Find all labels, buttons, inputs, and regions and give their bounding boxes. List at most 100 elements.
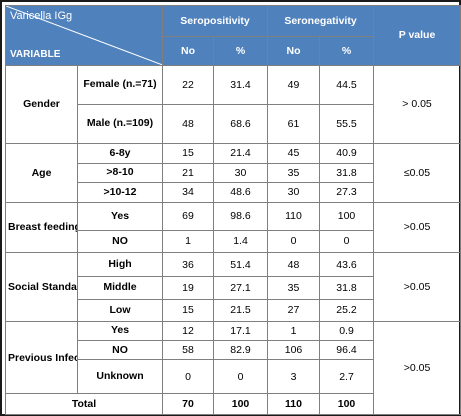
neg-no-cell: 61 <box>267 103 320 145</box>
header-corner: Varicella IGg VARIABLE <box>5 5 163 66</box>
row-label: >8-10 <box>77 162 163 184</box>
pos-pct-cell: 51.4 <box>213 252 268 277</box>
pos-no-cell: 1 <box>162 229 214 254</box>
pos-pct-cell: 48.6 <box>213 182 268 203</box>
seropositivity-header: Seropositivity <box>162 5 268 37</box>
neg-no-cell: 3 <box>267 359 320 395</box>
age-label: Age <box>5 143 78 203</box>
pos-no-cell: 34 <box>162 182 214 203</box>
table-row: Breast feeding Yes 69 98.6 110 100 >0.05 <box>5 201 461 254</box>
pos-no-cell: 19 <box>162 275 214 300</box>
table-row: Gender Female (n.=71) 22 31.4 49 44.5 > … <box>5 64 461 145</box>
pos-pct-header: % <box>213 35 268 66</box>
age-p-value: ≤0.05 <box>373 143 461 203</box>
neg-pct-cell: 0.9 <box>318 321 375 341</box>
row-label: Female (n.=71) <box>77 64 163 105</box>
total-label: Total <box>5 393 163 415</box>
table-row: NO 1 1.4 0 0 <box>6 229 461 254</box>
neg-no-cell: 106 <box>267 339 320 361</box>
row-label: NO <box>77 229 163 254</box>
pos-pct-cell: 68.6 <box>213 103 268 145</box>
breast-feeding-label: Breast feeding <box>5 201 78 254</box>
p-value-header: P value <box>373 5 461 66</box>
pos-pct-cell: 17.1 <box>213 321 268 341</box>
neg-pct-cell: 96.4 <box>318 339 375 361</box>
row-label: >10-12 <box>77 182 163 203</box>
row-label: High <box>77 252 163 277</box>
pos-no-cell: 36 <box>162 252 214 277</box>
pos-no-cell: 0 <box>162 359 214 395</box>
pos-pct-cell: 31.4 <box>213 64 268 105</box>
neg-no-cell: 48 <box>267 252 320 277</box>
neg-no-cell: 27 <box>267 298 320 323</box>
neg-pct-cell: 40.9 <box>318 143 375 164</box>
corner-bottom-label: VARIABLE <box>10 48 61 60</box>
previous-infection-p-value: >0.05 <box>373 321 461 415</box>
pos-pct-cell: 27.1 <box>213 275 268 300</box>
pos-pct-cell: 0 <box>213 359 268 395</box>
row-label: Yes <box>77 201 163 231</box>
pos-no-header: No <box>162 35 214 66</box>
pos-pct-cell: 98.6 <box>213 201 268 231</box>
pos-no-cell: 12 <box>162 321 214 341</box>
table-row: Male (n.=109) 48 68.6 61 55.5 <box>6 103 461 145</box>
neg-no-cell: 110 <box>267 201 320 231</box>
row-label: NO <box>77 339 163 361</box>
total-row: Total 70 100 110 100 <box>5 393 461 415</box>
neg-pct-cell: 44.5 <box>318 64 375 105</box>
neg-no-header: No <box>267 35 320 66</box>
pos-no-cell: 69 <box>162 201 214 231</box>
neg-pct-cell: 0 <box>318 229 375 254</box>
corner-diagonal <box>6 6 162 65</box>
row-label: Yes <box>77 321 163 341</box>
table-row: Age 6-8y 15 21.4 45 40.9 ≤0.05 <box>5 143 461 203</box>
table-row: Low 15 21.5 27 25.2 <box>6 298 461 323</box>
table-row: >8-10 21 30 35 31.8 <box>6 162 461 184</box>
total-neg-no: 110 <box>267 393 320 415</box>
neg-no-cell: 45 <box>267 143 320 164</box>
pos-no-cell: 15 <box>162 298 214 323</box>
neg-no-cell: 35 <box>267 275 320 300</box>
pos-no-cell: 48 <box>162 103 214 145</box>
neg-pct-header: % <box>318 35 375 66</box>
gender-label: Gender <box>5 64 78 145</box>
neg-no-cell: 35 <box>267 162 320 184</box>
row-label: 6-8y <box>77 143 163 164</box>
row-label: Male (n.=109) <box>77 103 163 145</box>
row-label: Middle <box>77 275 163 300</box>
pos-no-cell: 15 <box>162 143 214 164</box>
neg-pct-cell: 55.5 <box>318 103 375 145</box>
pos-pct-cell: 1.4 <box>213 229 268 254</box>
neg-pct-cell: 31.8 <box>318 162 375 184</box>
table-row: >10-12 34 48.6 30 27.3 <box>6 182 461 203</box>
pos-no-cell: 22 <box>162 64 214 105</box>
table-row: Previous Infection Yes 12 17.1 1 0.9 >0.… <box>5 321 461 415</box>
neg-pct-cell: 31.8 <box>318 275 375 300</box>
pos-pct-cell: 82.9 <box>213 339 268 361</box>
social-standard-p-value: >0.05 <box>373 252 461 323</box>
table-row: Middle 19 27.1 35 31.8 <box>6 275 461 300</box>
neg-pct-cell: 100 <box>318 201 375 231</box>
seronegativity-header: Seronegativity <box>266 5 375 37</box>
total-pos-no: 70 <box>162 393 214 415</box>
total-pos-pct: 100 <box>213 393 268 415</box>
neg-pct-cell: 2.7 <box>318 359 375 395</box>
neg-pct-cell: 25.2 <box>318 298 375 323</box>
neg-no-cell: 30 <box>267 182 320 203</box>
previous-infection-label: Previous Infection <box>5 321 78 395</box>
pos-no-cell: 58 <box>162 339 214 361</box>
pos-pct-cell: 21.5 <box>213 298 268 323</box>
pos-no-cell: 21 <box>162 162 214 184</box>
row-label: Low <box>77 298 163 323</box>
gender-p-value: > 0.05 <box>373 64 461 145</box>
neg-no-cell: 1 <box>267 321 320 341</box>
social-standard-label: Social Standard <box>5 252 78 323</box>
table-row: Social Standard High 36 51.4 48 43.6 >0.… <box>5 252 461 323</box>
total-neg-pct: 100 <box>318 393 375 415</box>
row-label: Unknown <box>77 359 163 395</box>
neg-pct-cell: 27.3 <box>318 182 375 203</box>
neg-no-cell: 0 <box>267 229 320 254</box>
pos-pct-cell: 30 <box>213 162 268 184</box>
neg-no-cell: 49 <box>267 64 320 105</box>
